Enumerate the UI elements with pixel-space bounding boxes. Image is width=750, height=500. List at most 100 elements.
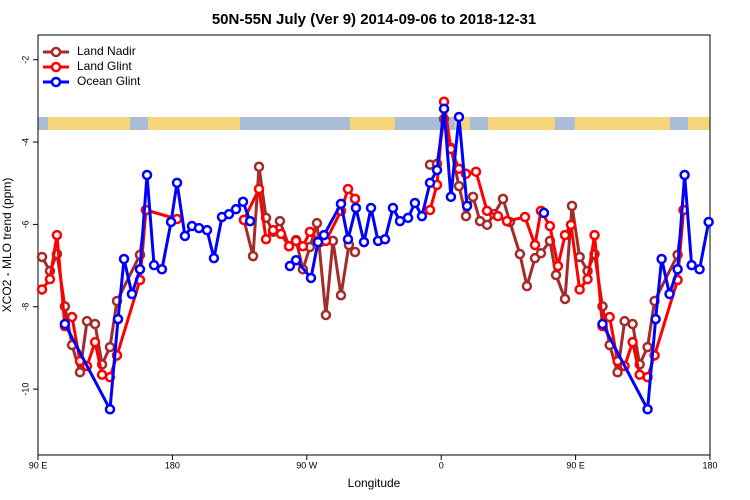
data-point [290, 235, 302, 247]
x-axis-label: Longitude [348, 476, 401, 490]
data-point [365, 202, 377, 214]
data-point [74, 366, 86, 378]
data-point [538, 207, 550, 219]
data-point [424, 177, 436, 189]
data-point [156, 264, 168, 275]
x-tick-label: 90 E [29, 460, 48, 470]
data-point [431, 164, 443, 176]
x-tick-label: 0 [439, 460, 444, 470]
data-point [283, 240, 295, 252]
data-point [201, 224, 213, 236]
data-point [387, 202, 399, 214]
data-point [342, 233, 354, 245]
x-tick-label: 180 [702, 460, 717, 470]
legend-item: Land Glint [43, 59, 132, 73]
data-point [237, 196, 249, 208]
data-point [604, 311, 615, 323]
data-point [318, 229, 330, 241]
data-point [104, 341, 116, 353]
data-point [409, 197, 421, 209]
data-point [566, 200, 578, 212]
plot-frame [37, 34, 711, 456]
series [59, 103, 714, 415]
data-point [112, 313, 124, 325]
y-tick-label: -10 [20, 383, 30, 396]
legend-marker [50, 46, 62, 58]
data-point [627, 336, 638, 348]
data-point [171, 177, 183, 189]
data-point [36, 284, 48, 295]
data-point [312, 236, 324, 248]
data-point [247, 250, 259, 262]
data-point [470, 166, 482, 177]
data-point [559, 229, 571, 241]
data-point [304, 226, 316, 238]
data-point [66, 311, 78, 323]
data-point [59, 318, 71, 330]
data-point [148, 259, 160, 271]
data-point [379, 233, 391, 245]
data-point [118, 253, 130, 265]
data-point [260, 233, 272, 245]
data-point [297, 240, 309, 252]
data-point [349, 246, 361, 258]
y-tick-label: -6 [20, 220, 30, 228]
data-point [208, 252, 220, 264]
data-point [519, 211, 531, 223]
data-point [44, 273, 56, 285]
legend-label: Land Glint [77, 59, 132, 73]
x-tick-label: 180 [165, 460, 180, 470]
legend-label: Land Nadir [77, 44, 136, 58]
legend-item: Land Nadir [43, 44, 136, 58]
data-point [559, 293, 571, 305]
data-point [320, 309, 332, 321]
y-tick-label: -2 [20, 56, 30, 64]
data-point [36, 251, 48, 263]
data-point [460, 210, 472, 222]
data-point [81, 315, 93, 327]
data-point [267, 224, 279, 236]
data-point [51, 229, 63, 241]
data-point [642, 341, 653, 353]
series-line [63, 108, 711, 415]
data-point [230, 203, 242, 215]
data-point [89, 318, 101, 330]
data-point [453, 180, 465, 192]
x-tick-label: 90 W [296, 460, 318, 470]
data-point [535, 247, 547, 259]
data-point [529, 239, 541, 251]
data-point [597, 318, 608, 330]
data-point [290, 254, 302, 266]
data-point [467, 191, 479, 203]
data-point [619, 315, 630, 327]
data-point [694, 264, 705, 275]
data-point [544, 220, 556, 232]
data-point [453, 111, 465, 123]
data-point [253, 161, 265, 173]
data-point [574, 284, 585, 295]
data-point [274, 215, 286, 227]
data-point [679, 169, 690, 181]
data-point [664, 288, 675, 300]
legend-marker [50, 61, 62, 73]
data-point [501, 215, 513, 227]
data-point [497, 193, 509, 205]
data-point [481, 205, 493, 217]
data-point [550, 269, 562, 281]
data-point [445, 191, 457, 203]
data-point [394, 215, 406, 227]
data-point [126, 288, 138, 300]
data-point [650, 313, 661, 325]
data-point [492, 210, 504, 222]
data-point [402, 212, 414, 224]
x-tick-label: 90 E [566, 460, 585, 470]
data-point [134, 264, 146, 275]
data-point [311, 217, 323, 229]
data-point [223, 208, 235, 220]
legend-item: Ocean Glint [43, 74, 141, 88]
map-strip [38, 117, 710, 130]
data-point [342, 183, 354, 195]
data-point [612, 366, 623, 378]
data-point [703, 216, 714, 228]
